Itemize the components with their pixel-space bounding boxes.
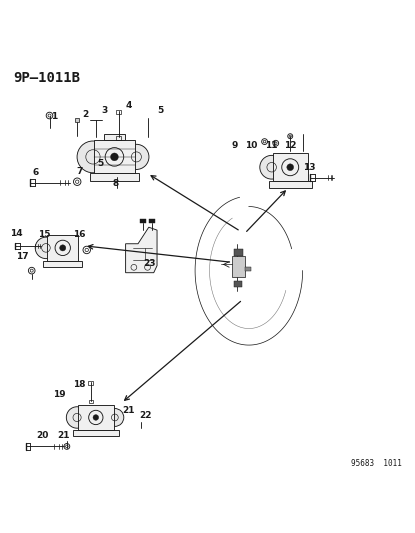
Bar <box>73 430 119 436</box>
Text: 4: 4 <box>126 101 132 110</box>
Text: 17: 17 <box>16 252 29 261</box>
Text: 9: 9 <box>231 141 237 150</box>
Circle shape <box>260 156 283 179</box>
Bar <box>273 153 308 181</box>
Text: 19: 19 <box>54 390 66 399</box>
Text: 1: 1 <box>51 112 58 122</box>
Bar <box>90 173 139 181</box>
Bar <box>104 134 125 140</box>
Circle shape <box>106 408 124 426</box>
Bar <box>43 261 83 267</box>
Text: 95683  1011: 95683 1011 <box>351 459 402 469</box>
Text: 21: 21 <box>123 406 135 415</box>
Text: 22: 22 <box>139 411 152 420</box>
Bar <box>78 405 114 430</box>
Text: 2: 2 <box>82 110 89 119</box>
Text: 15: 15 <box>38 230 50 239</box>
Text: 6: 6 <box>33 168 39 177</box>
Text: 12: 12 <box>284 141 296 150</box>
Bar <box>232 256 245 277</box>
Text: 16: 16 <box>73 230 85 239</box>
Polygon shape <box>126 227 157 273</box>
Bar <box>116 110 121 114</box>
Bar <box>234 281 242 287</box>
Bar <box>89 400 93 403</box>
Bar <box>94 140 135 173</box>
Bar <box>75 118 79 122</box>
Text: 3: 3 <box>101 106 107 115</box>
Text: 10: 10 <box>245 141 257 150</box>
Circle shape <box>93 415 99 421</box>
Bar <box>234 249 243 256</box>
Circle shape <box>287 164 293 171</box>
Bar <box>47 235 78 261</box>
Circle shape <box>60 245 66 251</box>
Circle shape <box>77 141 109 173</box>
Text: 9P–1011B: 9P–1011B <box>13 71 80 85</box>
Text: 23: 23 <box>143 259 156 268</box>
Text: 18: 18 <box>73 380 85 389</box>
Bar <box>116 136 121 140</box>
Bar <box>269 181 312 188</box>
Text: 21: 21 <box>57 431 70 440</box>
Text: 13: 13 <box>303 163 315 172</box>
Text: 20: 20 <box>36 431 48 440</box>
Bar <box>141 219 146 223</box>
Text: 5: 5 <box>157 106 163 115</box>
Text: 8: 8 <box>112 179 119 188</box>
Text: 11: 11 <box>265 141 278 150</box>
Circle shape <box>110 153 118 161</box>
Bar <box>245 266 251 271</box>
Text: 14: 14 <box>10 229 23 238</box>
Circle shape <box>35 237 57 259</box>
Bar <box>149 219 154 223</box>
Bar <box>88 381 93 385</box>
Circle shape <box>124 144 149 169</box>
Text: 5: 5 <box>97 159 103 168</box>
Text: 7: 7 <box>76 167 83 176</box>
Circle shape <box>66 407 88 428</box>
